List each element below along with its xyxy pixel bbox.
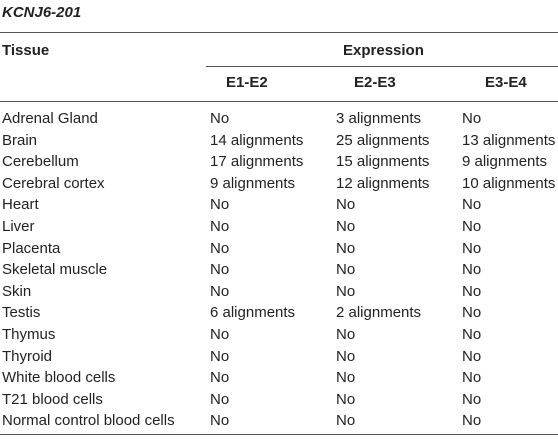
table-row: Normal control blood cells No No No	[0, 412, 558, 434]
tissue-cell: Heart	[2, 196, 39, 214]
tissue-cell: Brain	[2, 131, 38, 149]
e3-e4-cell: No	[462, 347, 482, 365]
e3-e4-cell: No	[462, 196, 482, 214]
e2-e3-cell: 12 alignments	[336, 174, 430, 192]
e1-e2-cell: 17 alignments	[210, 153, 304, 171]
e3-e4-cell: No	[462, 110, 482, 127]
table-row: Cerebellum 17 alignments 15 alignments 9 al…	[0, 153, 558, 175]
e1-e2-cell: 9 alignments	[210, 174, 296, 192]
tissue-cell: T21 blood cells	[2, 390, 103, 408]
e3-e4-cell: 10 alignments	[462, 174, 556, 192]
e3-e4-cell: No	[462, 390, 482, 408]
tissue-cell: Thymus	[2, 326, 56, 343]
tissue-cell: Skin	[2, 282, 32, 300]
e2-e3-cell: 15 alignments	[336, 153, 430, 171]
e3-e4-cell: No	[462, 304, 482, 322]
subheader-e2-e3: E2-E3	[354, 74, 396, 91]
e2-e3-cell: No	[336, 412, 356, 430]
table-row: Thymus No No No	[0, 326, 558, 348]
e1-e2-cell: No	[210, 218, 230, 235]
expression-rule	[206, 66, 558, 67]
e3-e4-cell: No	[462, 326, 482, 343]
e1-e2-cell: No	[210, 412, 230, 430]
e2-e3-cell: No	[336, 390, 356, 408]
table-row: Liver No No No	[0, 218, 558, 240]
e3-e4-cell: No	[462, 369, 482, 387]
e2-e3-cell: No	[336, 369, 356, 387]
e1-e2-cell: No	[210, 196, 230, 214]
e1-e2-cell: No	[210, 347, 230, 365]
e3-e4-cell: No	[462, 412, 482, 430]
table-title: KCNJ6-201	[2, 4, 82, 21]
e3-e4-cell: 9 alignments	[462, 153, 548, 171]
e2-e3-cell: No	[336, 218, 356, 235]
table-row: White blood cells No No No	[0, 369, 558, 391]
e3-e4-cell: No	[462, 282, 482, 300]
tissue-cell: Testis	[2, 304, 41, 322]
tissue-cell: Thyroid	[2, 347, 53, 365]
e2-e3-cell: No	[336, 326, 356, 343]
e2-e3-cell: 2 alignments	[336, 304, 422, 322]
table-row: Placenta No No No	[0, 240, 558, 262]
table-row: Skeletal muscle No No No	[0, 261, 558, 283]
header-tissue: Tissue	[2, 42, 50, 59]
e2-e3-cell: No	[336, 261, 356, 279]
top-rule	[0, 32, 558, 33]
tissue-cell: White blood cells	[2, 369, 116, 387]
e3-e4-cell: No	[462, 239, 482, 257]
e2-e3-cell: No	[336, 282, 356, 300]
e1-e2-cell: No	[210, 239, 230, 257]
e3-e4-cell: No	[462, 218, 482, 235]
e1-e2-cell: 14 alignments	[210, 131, 304, 149]
table-row: Cerebral cortex 9 alignments 12 alignments…	[0, 175, 558, 197]
tissue-cell: Placenta	[2, 239, 61, 257]
e2-e3-cell: No	[336, 347, 356, 365]
bottom-rule	[0, 434, 558, 435]
e1-e2-cell: No	[210, 326, 230, 343]
e3-e4-cell: 13 alignments	[462, 131, 556, 149]
table-row: Adrenal Gland No 3 alignments No	[0, 110, 558, 132]
tissue-cell: Adrenal Gland	[2, 110, 98, 127]
e1-e2-cell: 6 alignments	[210, 304, 296, 322]
tissue-cell: Cerebellum	[2, 153, 79, 171]
table-row: Thyroid No No No	[0, 348, 558, 370]
table-row: Heart No No No	[0, 196, 558, 218]
tissue-cell: Normal control blood cells	[2, 412, 175, 430]
e1-e2-cell: No	[210, 110, 230, 127]
e1-e2-cell: No	[210, 261, 230, 279]
subheader-e1-e2: E1-E2	[226, 74, 268, 91]
table-row: Testis 6 alignments 2 alignments No	[0, 304, 558, 326]
header-expression: Expression	[343, 42, 424, 59]
e2-e3-cell: No	[336, 196, 356, 214]
tissue-cell: Skeletal muscle	[2, 261, 108, 279]
e1-e2-cell: No	[210, 282, 230, 300]
e1-e2-cell: No	[210, 390, 230, 408]
table-row: T21 blood cells No No No	[0, 391, 558, 413]
tissue-cell: Liver	[2, 218, 35, 235]
e1-e2-cell: No	[210, 369, 230, 387]
table-row: Skin No No No	[0, 283, 558, 305]
subheader-e3-e4: E3-E4	[485, 74, 527, 91]
e2-e3-cell: No	[336, 239, 356, 257]
e2-e3-cell: 25 alignments	[336, 131, 430, 149]
header-rule	[0, 101, 558, 102]
e2-e3-cell: 3 alignments	[336, 110, 422, 127]
e3-e4-cell: No	[462, 261, 482, 279]
tissue-cell: Cerebral cortex	[2, 174, 105, 192]
table-row: Brain 14 alignments 25 alignments 13 alignm…	[0, 132, 558, 154]
